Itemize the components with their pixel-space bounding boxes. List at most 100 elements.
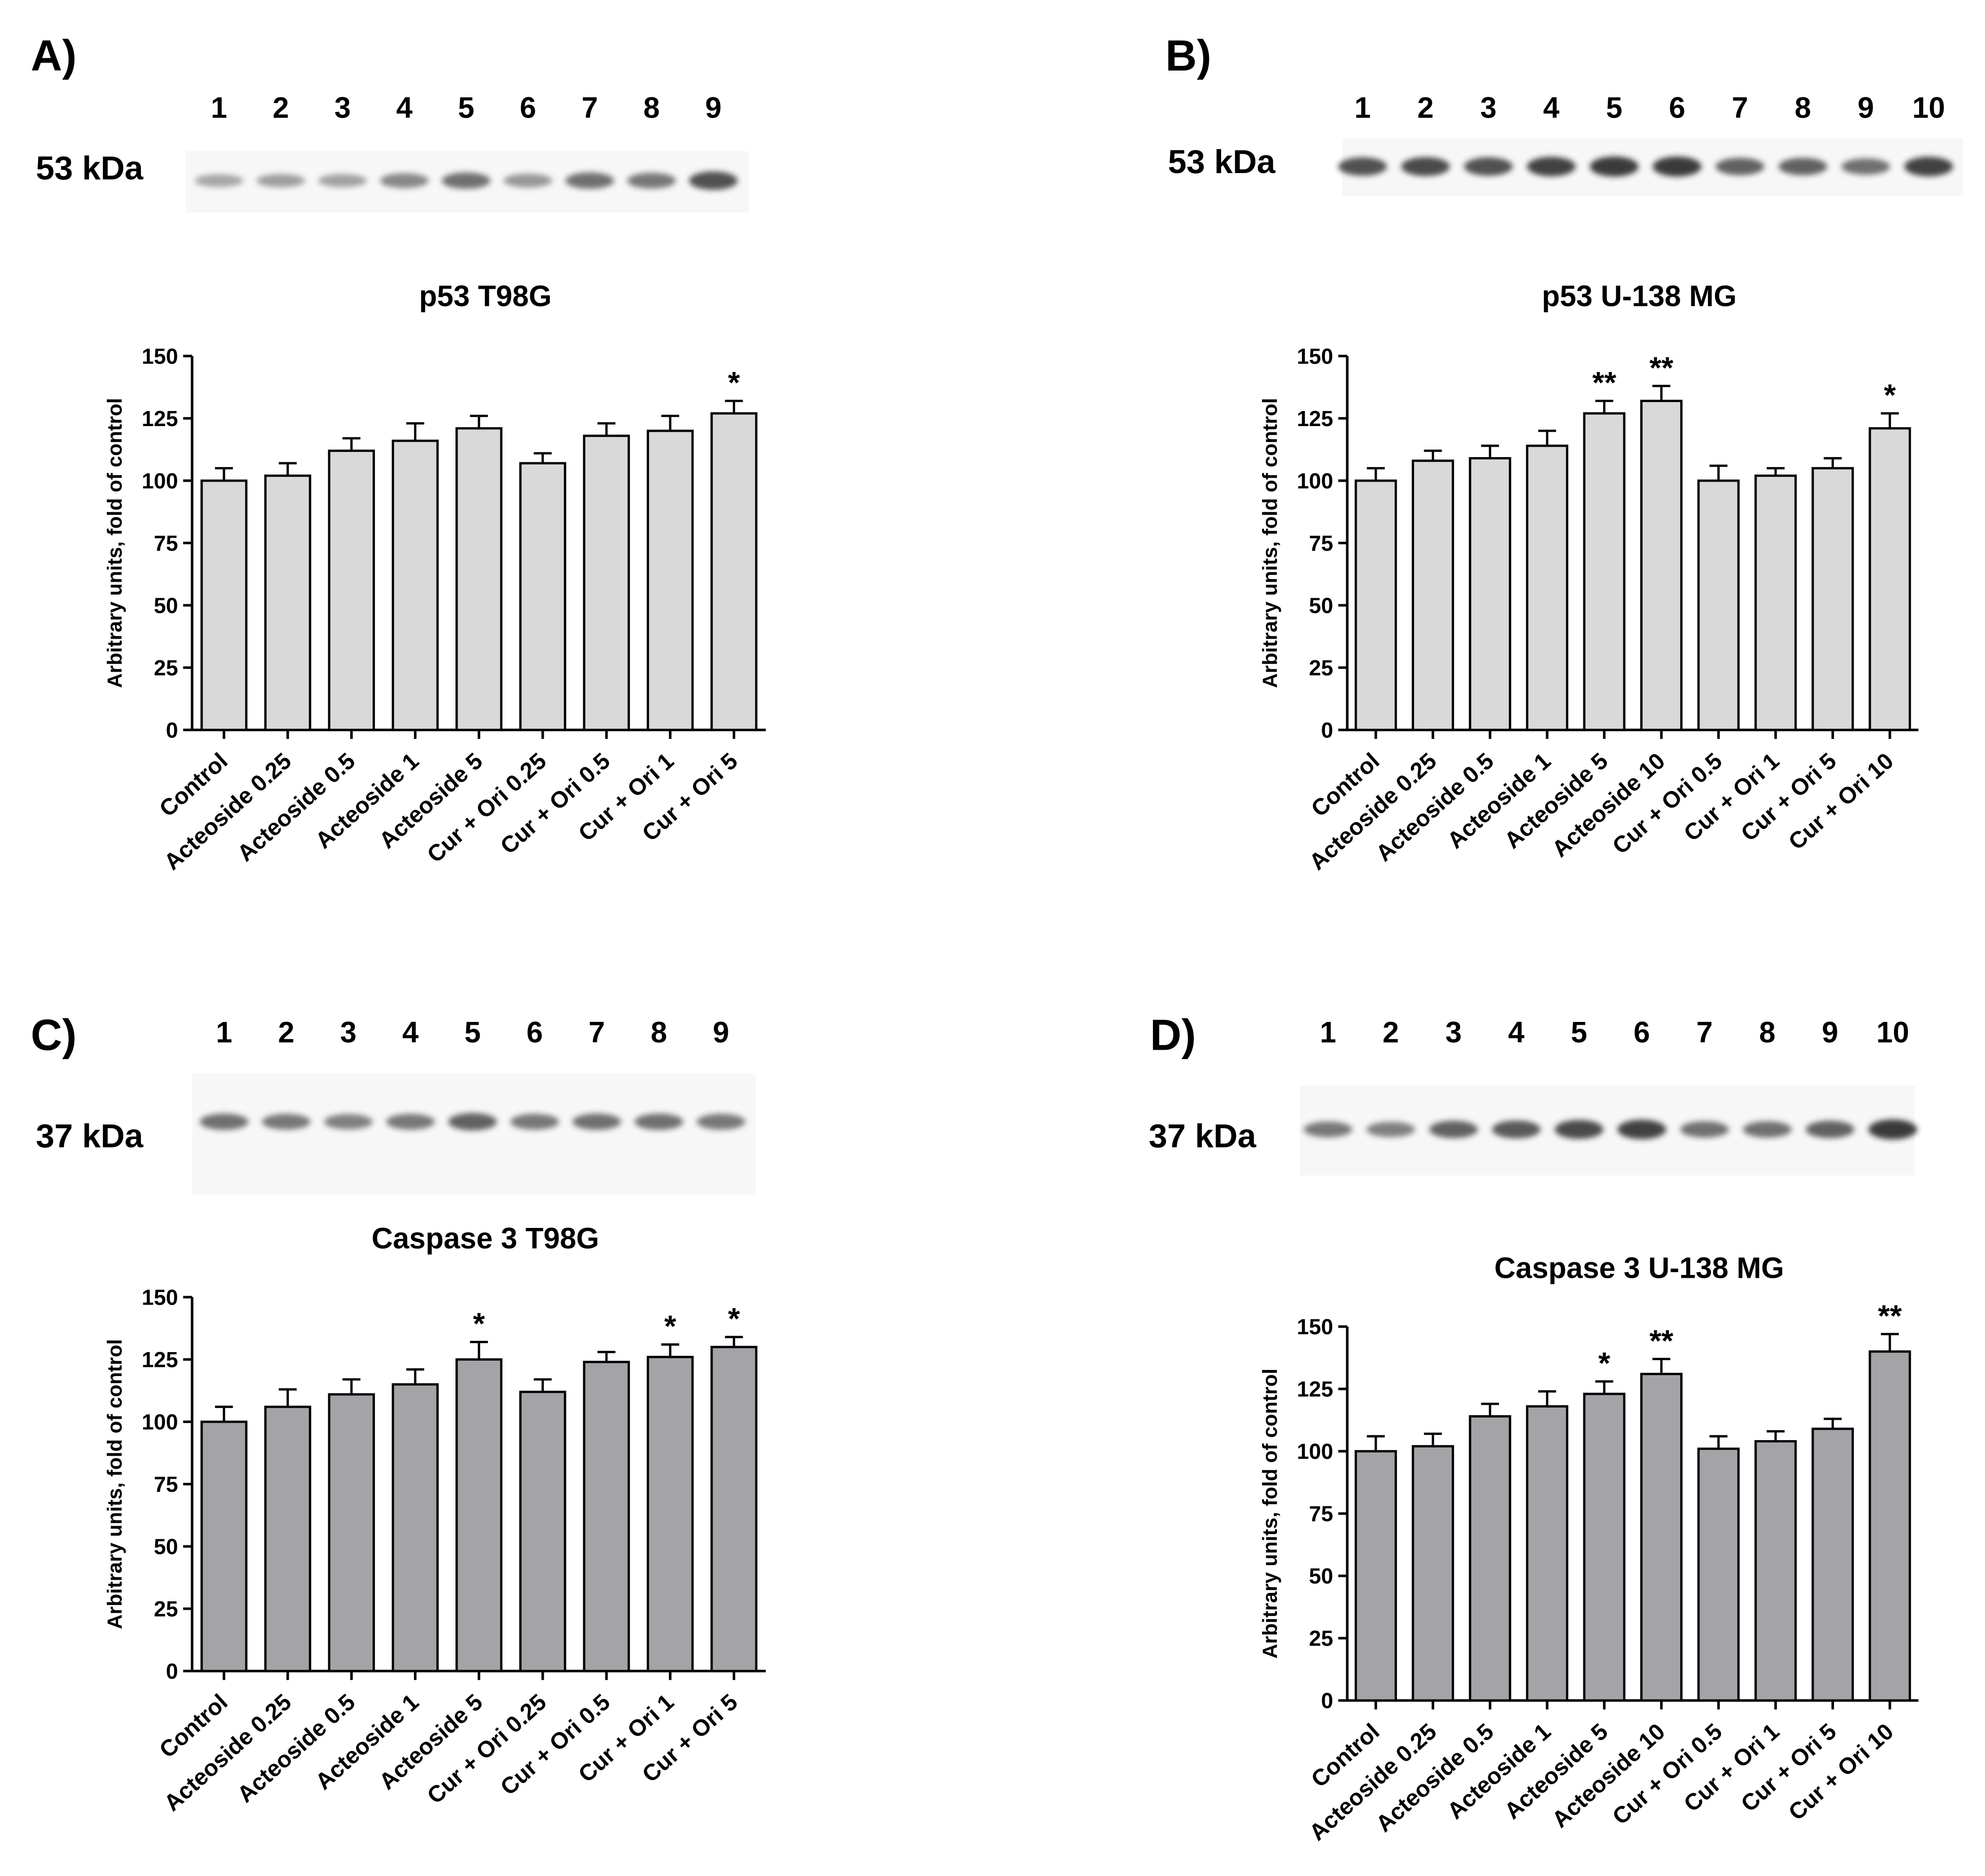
lane-number: 3: [1445, 1016, 1462, 1049]
lane-number: 4: [1543, 92, 1560, 125]
lane-number: 6: [526, 1016, 543, 1049]
significance-marker: **: [1592, 365, 1616, 400]
y-tick-label: 100: [1297, 468, 1333, 493]
blot-band: [1868, 1119, 1917, 1140]
bar: [1640, 1373, 1683, 1702]
y-tick-label: 125: [1297, 406, 1333, 431]
bar: [1354, 479, 1397, 731]
blot-band: [318, 174, 367, 188]
lane-number: 3: [1480, 92, 1497, 125]
blot-band: [1779, 158, 1827, 175]
y-tick-label: 75: [1309, 531, 1333, 555]
lane-number: 2: [1382, 1016, 1399, 1049]
lane-number: 4: [402, 1016, 419, 1049]
bar: [328, 450, 375, 731]
molecular-weight-label: 37 kDa: [1149, 1117, 1256, 1155]
y-tick-label: 0: [1321, 718, 1333, 742]
bar: [646, 429, 694, 731]
x-tick-label: Cur + Ori 0.5: [496, 1689, 615, 1800]
bar: [1868, 427, 1911, 731]
y-tick-label: 125: [1297, 1377, 1333, 1401]
y-tick-label: 75: [154, 1472, 178, 1496]
significance-marker: *: [728, 1302, 740, 1336]
western-blot-image: [192, 1073, 756, 1195]
blot-band: [697, 1114, 746, 1130]
blot-band: [1680, 1121, 1729, 1138]
blot-band: [1805, 1121, 1855, 1139]
significance-marker: *: [473, 1306, 485, 1341]
blot-band: [1589, 156, 1639, 177]
y-tick-label: 25: [1309, 656, 1333, 680]
lane-number: 6: [1669, 92, 1685, 125]
blot-band: [386, 1114, 435, 1130]
molecular-weight-label: 37 kDa: [36, 1117, 143, 1155]
blot-band: [503, 174, 553, 188]
chart-title: Caspase 3 T98G: [372, 1222, 599, 1255]
blot-band: [1617, 1119, 1667, 1140]
blot-band: [1492, 1120, 1541, 1139]
blot-band: [1366, 1122, 1415, 1137]
bar: [200, 479, 248, 731]
blot-band: [510, 1114, 559, 1130]
y-tick-label: 100: [142, 468, 178, 493]
y-tick-label: 125: [142, 406, 178, 431]
lane-number: 4: [1508, 1016, 1524, 1049]
blot-band: [1464, 157, 1513, 176]
blot-band: [1401, 157, 1450, 176]
bar: [1640, 400, 1683, 731]
y-tick-label: 50: [154, 1535, 178, 1559]
bar: [200, 1420, 248, 1672]
bar: [646, 1355, 694, 1672]
lane-number: 9: [705, 92, 722, 125]
panel-label: B): [1166, 31, 1212, 80]
lane-number: 10: [1876, 1016, 1909, 1049]
blot-band: [380, 173, 429, 188]
blot-band: [262, 1114, 311, 1130]
blot-band: [442, 172, 491, 189]
y-tick-label: 0: [166, 718, 178, 742]
y-tick-label: 0: [166, 1659, 178, 1684]
lane-number: 5: [1606, 92, 1622, 125]
y-tick-label: 25: [154, 1597, 178, 1621]
y-tick-label: 125: [142, 1347, 178, 1372]
blot-band: [448, 1113, 497, 1131]
lane-number: 1: [216, 1016, 232, 1049]
y-tick-label: 0: [1321, 1688, 1333, 1713]
lane-number: 3: [340, 1016, 357, 1049]
bar: [455, 1358, 503, 1672]
lane-number: 5: [458, 92, 475, 125]
lane-number: 9: [713, 1016, 729, 1049]
blot-band: [565, 172, 614, 189]
bar: [1811, 1427, 1854, 1702]
bar: [1697, 1448, 1740, 1702]
bar: [328, 1393, 375, 1672]
bar: [1583, 412, 1626, 731]
lane-number: 5: [1571, 1016, 1588, 1049]
y-tick-label: 150: [142, 1285, 178, 1310]
blot-band: [635, 1113, 683, 1130]
blot-band: [1715, 158, 1764, 175]
bar: [1583, 1393, 1626, 1702]
bar: [391, 439, 439, 731]
bar: [1412, 1445, 1454, 1702]
y-tick-label: 150: [142, 344, 178, 368]
x-tick-label: Cur + Ori 0.5: [496, 748, 615, 859]
blot-band: [324, 1114, 373, 1130]
bar: [391, 1383, 439, 1672]
bar: [583, 435, 630, 731]
bar: [1868, 1350, 1911, 1702]
panel-c: C) 1 2 3 4 5 6 7 8 9 37 kDa Caspase 3 T98G 0 25 50 75 10…: [31, 1011, 766, 1816]
bar-chart: p53 T98G 0 25 50 75 100 125 150 Arbitrary units,…: [104, 280, 766, 875]
bar: [1526, 444, 1569, 731]
significance-marker: **: [1650, 1323, 1674, 1358]
lane-number: 1: [1354, 92, 1371, 125]
lane-number: 3: [334, 92, 351, 125]
bar: [519, 462, 566, 731]
bar: [710, 1346, 758, 1672]
y-tick-label: 75: [1309, 1502, 1333, 1526]
blot-band: [572, 1113, 621, 1130]
blot-band: [1904, 157, 1953, 176]
molecular-weight-label: 53 kDa: [36, 149, 143, 186]
y-tick-label: 75: [154, 531, 178, 555]
lane-number: 8: [1759, 1016, 1776, 1049]
